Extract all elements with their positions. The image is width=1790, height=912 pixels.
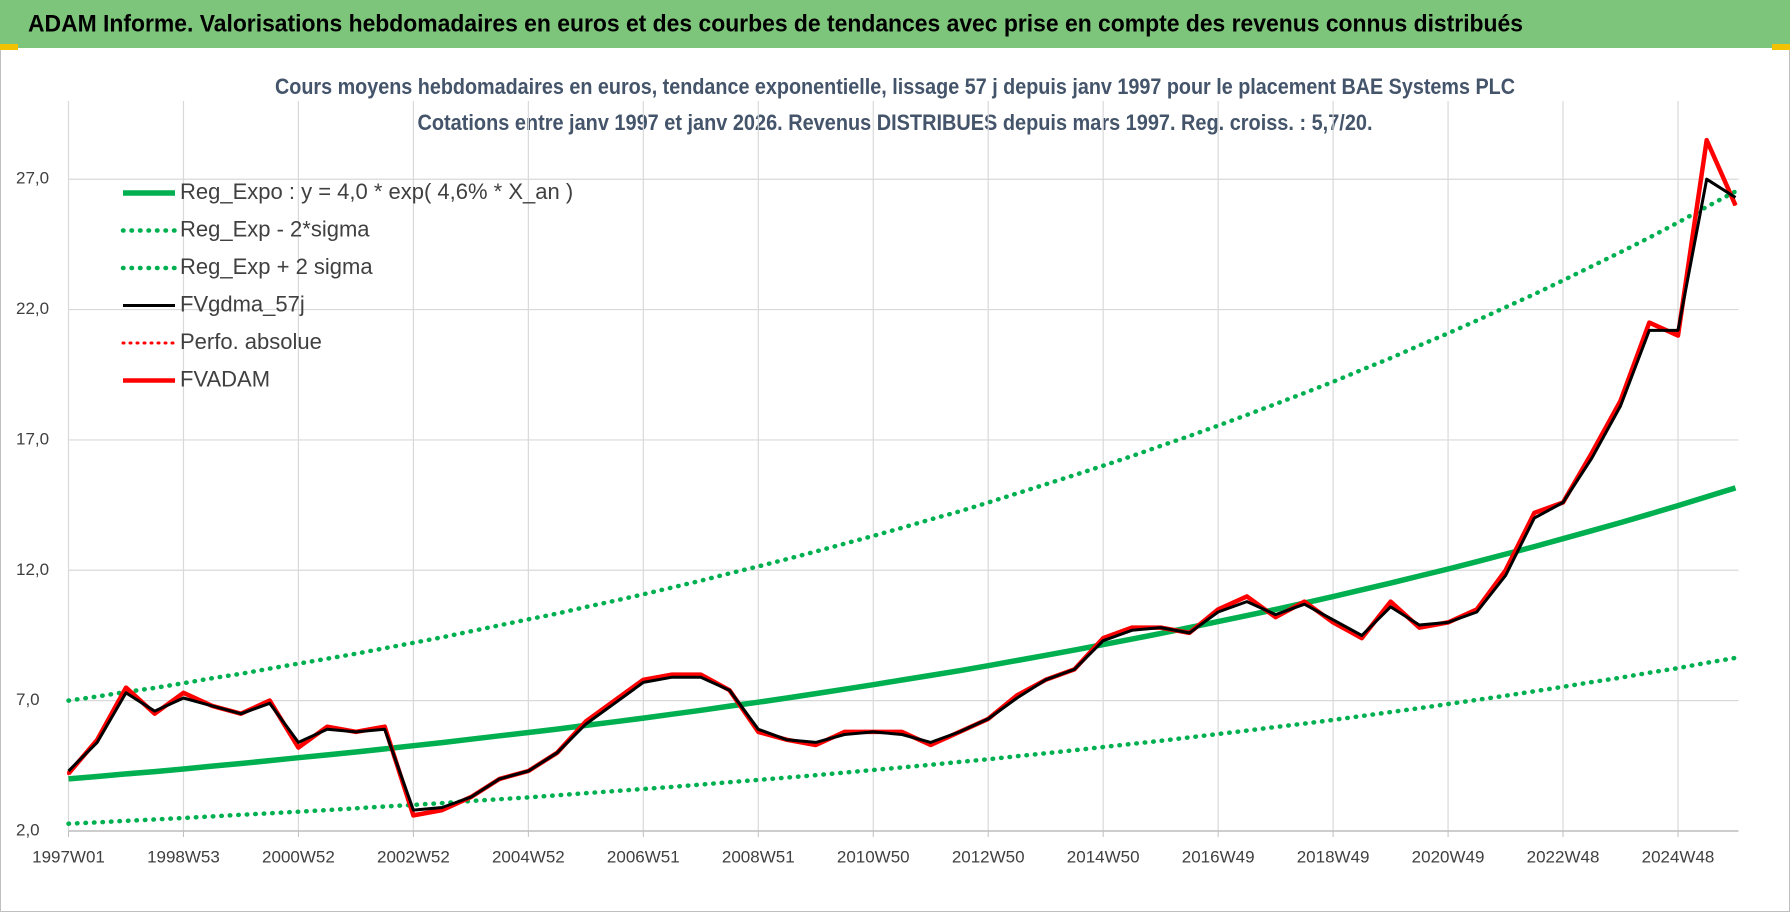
series-line: [68, 485, 1737, 782]
x-tick-label: 2022W48: [1527, 847, 1600, 866]
x-tick-label: 2018W49: [1297, 847, 1370, 866]
series-line: [66, 189, 1738, 703]
series-line: [67, 177, 1737, 812]
y-tick-label: 22,0: [16, 299, 49, 318]
x-tick-label: 2000W52: [262, 847, 335, 866]
header-bar: [0, 0, 1790, 48]
x-tick-label: 2002W52: [377, 847, 450, 866]
chart-subtitle: Cotations entre janv 1997 et janv 2026. …: [418, 110, 1373, 135]
x-tick-label: 1998W53: [147, 847, 220, 866]
chart-title: Cours moyens hebdomadaires en euros, ten…: [275, 74, 1515, 99]
y-tick-label: 2,0: [16, 820, 40, 839]
series-line: [66, 655, 1738, 826]
x-tick-label: 2004W52: [492, 847, 565, 866]
x-tick-label: 2012W50: [952, 847, 1025, 866]
x-tick-label: 2014W50: [1067, 847, 1140, 866]
header-title: ADAM Informe. Valorisations hebdomadaire…: [28, 10, 1523, 37]
legend-label: Reg_Exp + 2 sigma: [180, 254, 373, 279]
corner-mark: [1772, 44, 1790, 50]
legend-label: Reg_Exp - 2*sigma: [180, 216, 370, 241]
x-tick-label: 2024W48: [1642, 847, 1715, 866]
x-tick-label: 2016W49: [1182, 847, 1255, 866]
x-tick-label: 2020W49: [1412, 847, 1485, 866]
legend-label: Reg_Expo : y = 4,0 * exp( 4,6% * X_an ): [180, 179, 573, 204]
legend-label: Perfo. absolue: [180, 329, 322, 354]
x-tick-label: 2010W50: [837, 847, 910, 866]
y-tick-label: 7,0: [16, 690, 40, 709]
x-tick-label: 2006W51: [607, 847, 680, 866]
x-tick-label: 2008W51: [722, 847, 795, 866]
x-tick-label: 1997W01: [32, 847, 105, 866]
corner-mark: [0, 44, 18, 50]
y-tick-label: 12,0: [16, 560, 49, 579]
y-tick-label: 27,0: [16, 169, 49, 188]
y-tick-label: 17,0: [16, 429, 49, 448]
legend-label: FVADAM: [180, 366, 270, 391]
legend-label: FVgdma_57j: [180, 291, 305, 316]
